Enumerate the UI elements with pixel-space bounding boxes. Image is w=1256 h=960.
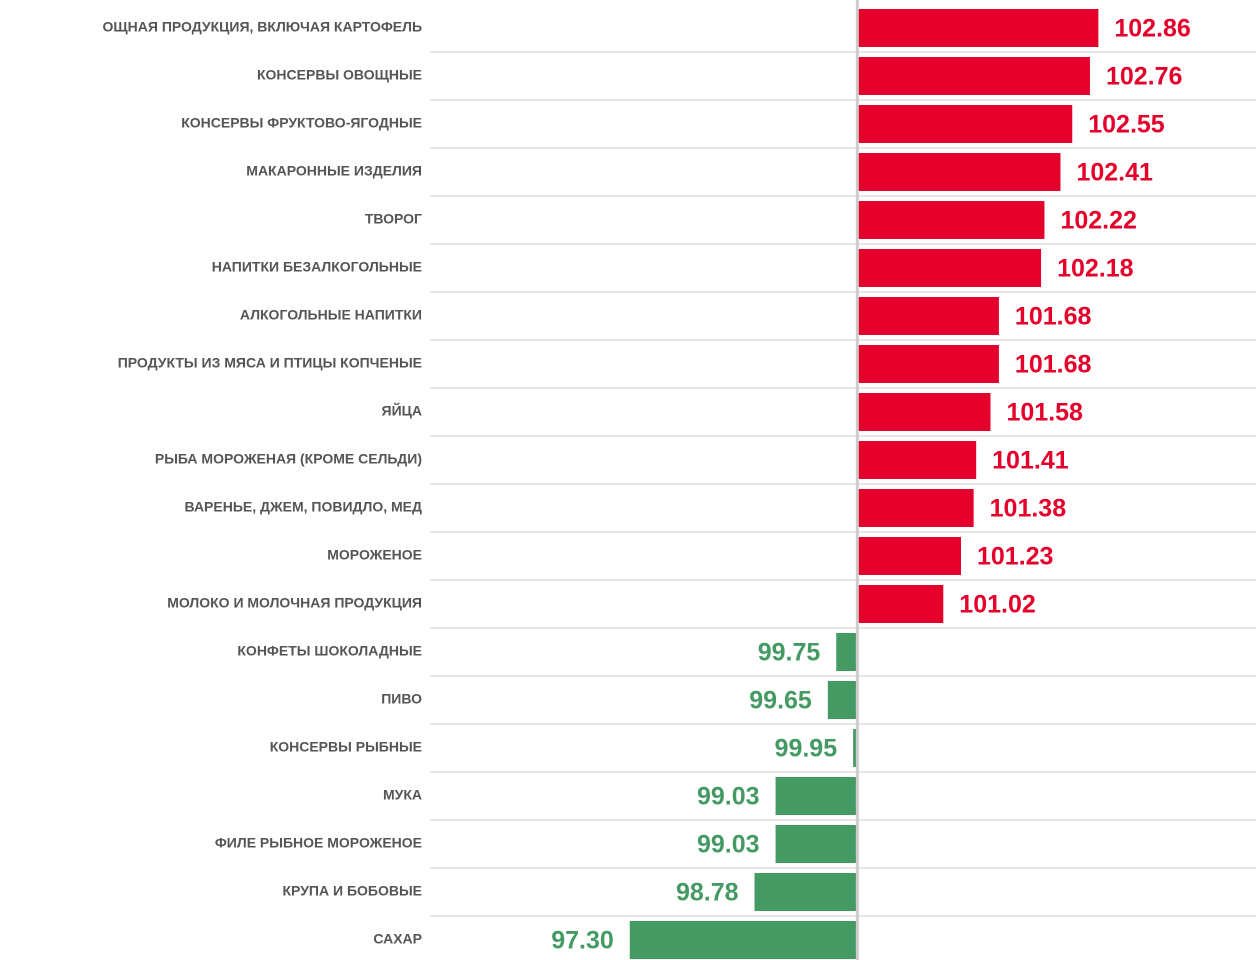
value-label: 102.76 xyxy=(1106,63,1182,91)
bar xyxy=(754,873,858,911)
bar xyxy=(857,297,999,335)
bar xyxy=(827,681,858,719)
bar xyxy=(857,441,977,479)
category-label: КРУПА И БОБОВЫЕ xyxy=(283,883,422,899)
category-label: ТВОРОГ xyxy=(365,211,422,227)
category-label: ОЩНАЯ ПРОДУКЦИЯ, ВКЛЮЧАЯ КАРТОФЕЛЬ xyxy=(103,19,422,35)
value-label: 101.58 xyxy=(1007,399,1084,427)
bar xyxy=(857,345,999,383)
value-label: 102.55 xyxy=(1088,111,1165,139)
category-label: КОНФЕТЫ ШОКОЛАДНЫЕ xyxy=(237,643,422,659)
value-label: 99.65 xyxy=(749,687,812,715)
category-label: ЯЙЦА xyxy=(382,402,422,419)
value-label: 98.78 xyxy=(676,879,739,907)
category-label: КОНСЕРВЫ РЫБНЫЕ xyxy=(270,739,422,755)
value-label: 97.30 xyxy=(551,927,614,955)
category-label: НАПИТКИ БЕЗАЛКОГОЛЬНЫЕ xyxy=(212,259,422,275)
bar xyxy=(853,729,858,767)
category-label: САХАР xyxy=(373,931,422,947)
value-label: 101.38 xyxy=(990,495,1067,523)
bar xyxy=(836,633,858,671)
bar xyxy=(775,777,858,815)
category-label: МУКА xyxy=(383,787,422,803)
value-label: 102.18 xyxy=(1057,255,1134,283)
value-label: 101.41 xyxy=(992,447,1069,475)
value-label: 99.03 xyxy=(697,783,760,811)
category-label: ВАРЕНЬЕ, ДЖЕМ, ПОВИДЛО, МЕД xyxy=(185,499,422,515)
category-label: ПИВО xyxy=(381,691,422,707)
bar xyxy=(857,489,974,527)
value-label: 101.68 xyxy=(1015,351,1092,379)
category-label: МАКАРОННЫЕ ИЗДЕЛИЯ xyxy=(246,163,422,179)
bar xyxy=(857,249,1042,287)
value-label: 99.75 xyxy=(758,639,821,667)
category-label: МОЛОКО И МОЛОЧНАЯ ПРОДУКЦИЯ xyxy=(167,595,422,611)
bar xyxy=(857,201,1045,239)
category-label: ФИЛЕ РЫБНОЕ МОРОЖЕНОЕ xyxy=(215,835,422,851)
bar xyxy=(857,153,1061,191)
category-label: АЛКОГОЛЬНЫЕ НАПИТКИ xyxy=(240,307,422,323)
category-label: КОНСЕРВЫ ФРУКТОВО-ЯГОДНЫЕ xyxy=(181,115,422,131)
value-label: 102.86 xyxy=(1114,15,1190,43)
bar xyxy=(629,921,858,959)
category-label: ПРОДУКТЫ ИЗ МЯСА И ПТИЦЫ КОПЧЕНЫЕ xyxy=(118,355,422,371)
bar xyxy=(857,9,1099,47)
bar xyxy=(857,585,944,623)
category-label: МОРОЖЕНОЕ xyxy=(327,547,422,563)
value-label: 99.03 xyxy=(697,831,760,859)
value-label: 102.22 xyxy=(1060,207,1136,235)
value-label: 99.95 xyxy=(775,735,838,763)
value-label: 101.23 xyxy=(977,543,1053,571)
category-label: РЫБА МОРОЖЕНАЯ (КРОМЕ СЕЛЬДИ) xyxy=(155,451,422,467)
bar xyxy=(857,57,1090,95)
value-label: 101.68 xyxy=(1015,303,1092,331)
bar xyxy=(857,105,1073,143)
value-label: 101.02 xyxy=(959,591,1035,619)
category-label: КОНСЕРВЫ ОВОЩНЫЕ xyxy=(257,67,422,83)
bar xyxy=(775,825,858,863)
bar xyxy=(857,537,961,575)
value-label: 102.41 xyxy=(1076,159,1153,187)
bar xyxy=(857,393,991,431)
